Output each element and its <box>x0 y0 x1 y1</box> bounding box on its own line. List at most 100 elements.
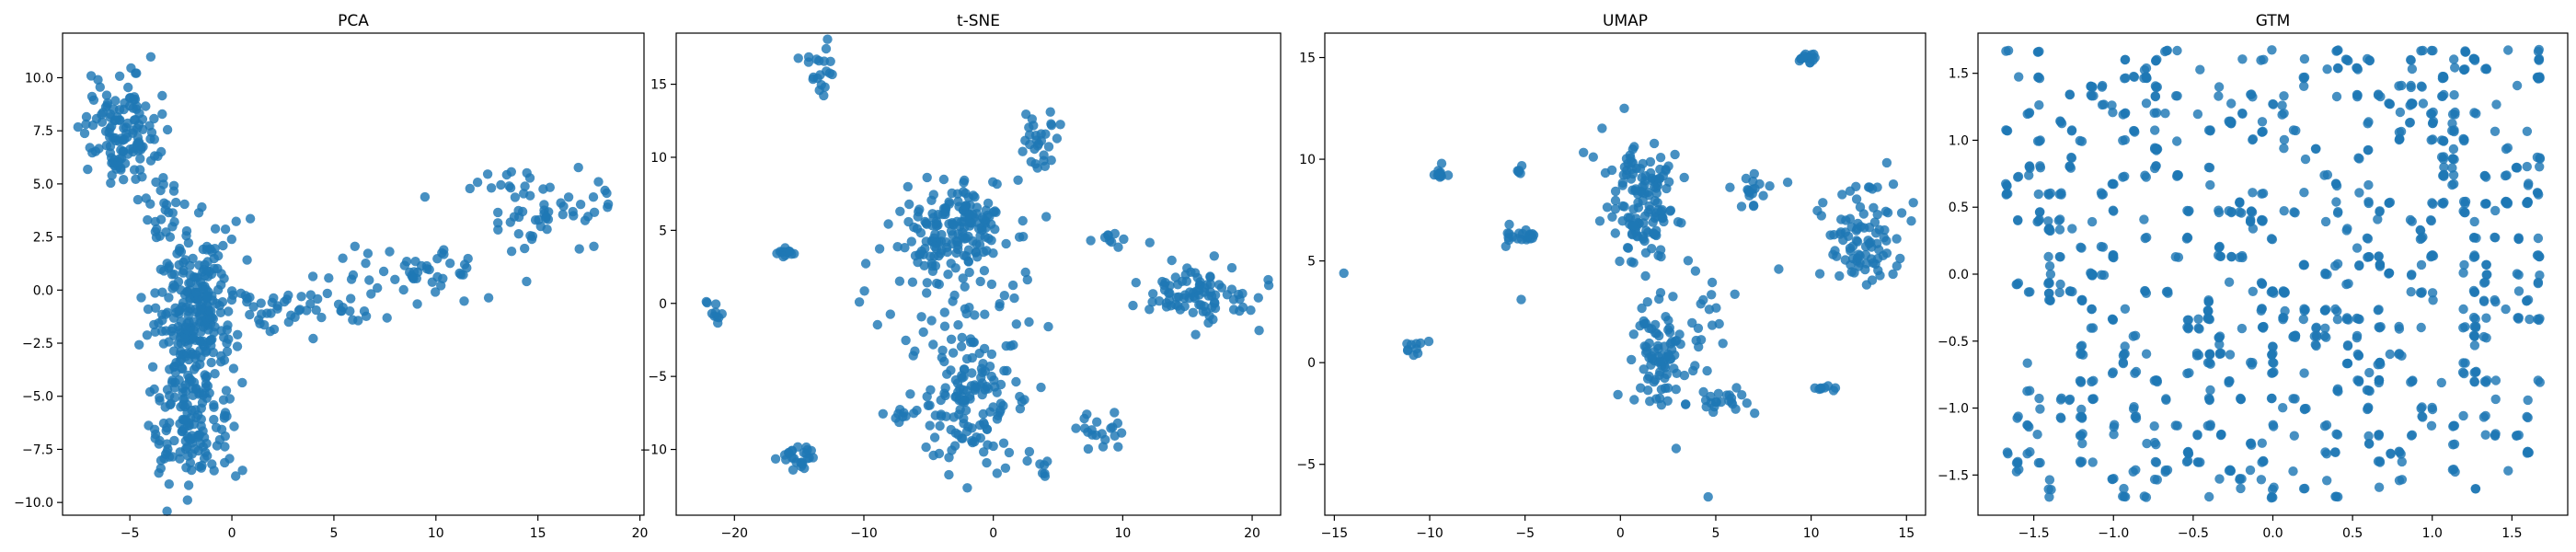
scatter-point <box>2224 277 2235 287</box>
scatter-point <box>1727 399 1738 409</box>
scatter-point <box>157 90 167 101</box>
scatter-point <box>905 389 915 399</box>
scatter-point <box>1627 164 1637 175</box>
x-tick-label: 1.5 <box>2501 526 2522 541</box>
scatter-point <box>2055 214 2065 224</box>
pca-title: PCA <box>338 12 369 30</box>
scatter-point <box>951 247 961 259</box>
umap-panel: UMAP −15 −10 −5 0 5 10 15 −5 0 5 10 15 <box>1296 12 1926 541</box>
x-tick-label: 0 <box>1616 526 1625 541</box>
y-tick-label: −5.0 <box>22 390 53 405</box>
scatter-point <box>248 302 259 312</box>
scatter-point <box>1018 215 1028 226</box>
scatter-point <box>2087 91 2097 101</box>
scatter-point <box>527 231 538 241</box>
scatter-point <box>928 213 938 223</box>
scatter-point <box>2268 99 2279 109</box>
scatter-point <box>1171 293 1182 303</box>
scatter-point <box>1423 336 1434 347</box>
scatter-point <box>218 240 228 251</box>
scatter-point <box>2120 341 2130 351</box>
scatter-point <box>2097 82 2107 92</box>
scatter-point <box>1619 103 1629 114</box>
scatter-point <box>2182 455 2193 466</box>
scatter-point <box>2139 491 2149 501</box>
scatter-point <box>2290 394 2300 404</box>
y-tick-label: −5 <box>1296 458 1316 473</box>
scatter-point <box>2469 250 2479 260</box>
scatter-point <box>2003 45 2014 56</box>
scatter-point <box>2385 349 2395 360</box>
scatter-point <box>1731 383 1742 393</box>
scatter-point <box>1869 217 1880 227</box>
scatter-point <box>145 199 155 209</box>
scatter-point <box>2172 45 2182 56</box>
scatter-point <box>975 420 985 431</box>
scatter-point <box>2214 207 2225 218</box>
scatter-point <box>245 213 256 224</box>
scatter-point <box>131 114 141 125</box>
y-tick-label: 1.5 <box>1949 67 1969 82</box>
scatter-point <box>1024 316 1034 328</box>
scatter-point <box>2152 54 2162 64</box>
scatter-point <box>816 80 826 90</box>
scatter-point <box>2118 351 2129 361</box>
scatter-point <box>2417 402 2427 412</box>
x-tick-label: 0 <box>228 526 236 541</box>
scatter-point <box>979 447 989 457</box>
scatter-point <box>713 317 723 328</box>
scatter-point <box>952 189 963 199</box>
scatter-point <box>2152 144 2162 155</box>
scatter-point <box>179 199 190 210</box>
scatter-point <box>1588 152 1599 162</box>
scatter-point <box>1642 297 1653 307</box>
scatter-point <box>2481 270 2491 280</box>
scatter-point <box>921 236 931 247</box>
scatter-point <box>541 213 551 224</box>
scatter-point <box>2278 315 2288 325</box>
scatter-point <box>178 399 188 410</box>
scatter-point <box>1749 168 1760 179</box>
scatter-point <box>2182 322 2192 332</box>
scatter-point <box>2003 189 2013 199</box>
scatter-point <box>2320 323 2330 333</box>
scatter-point <box>95 82 106 92</box>
x-tick-label: 0.0 <box>2262 526 2283 541</box>
scatter-point <box>366 289 376 299</box>
y-tick-label: 5 <box>659 224 667 238</box>
scatter-point <box>192 282 202 292</box>
scatter-point <box>1845 213 1856 224</box>
scatter-point <box>216 269 226 279</box>
scatter-point <box>2087 394 2098 405</box>
scatter-point <box>2299 259 2309 270</box>
scatter-point <box>2469 54 2480 64</box>
scatter-point <box>353 316 363 326</box>
x-tick-label: 0 <box>989 526 997 541</box>
scatter-point <box>2375 91 2386 102</box>
scatter-point <box>101 90 112 100</box>
scatter-point <box>157 287 167 297</box>
scatter-point <box>294 305 305 315</box>
scatter-point <box>189 419 200 430</box>
scatter-point <box>1664 177 1674 187</box>
scatter-point <box>2151 161 2161 171</box>
scatter-point <box>1696 335 1707 345</box>
scatter-point <box>977 213 988 223</box>
scatter-point <box>305 299 316 309</box>
scatter-point <box>105 141 116 152</box>
scatter-point <box>2534 190 2544 200</box>
scatter-point <box>2097 270 2107 280</box>
scatter-point <box>2386 448 2396 458</box>
scatter-point <box>1668 292 1678 302</box>
scatter-point <box>228 290 238 300</box>
scatter-point <box>2481 259 2491 270</box>
scatter-point <box>1036 129 1046 139</box>
scatter-point <box>2172 420 2182 431</box>
scatter-point <box>2524 314 2535 325</box>
scatter-point <box>2533 250 2544 260</box>
scatter-point <box>283 290 293 301</box>
scatter-point <box>885 309 895 319</box>
scatter-point <box>538 184 548 194</box>
scatter-point <box>164 337 174 347</box>
scatter-point <box>2288 466 2298 477</box>
